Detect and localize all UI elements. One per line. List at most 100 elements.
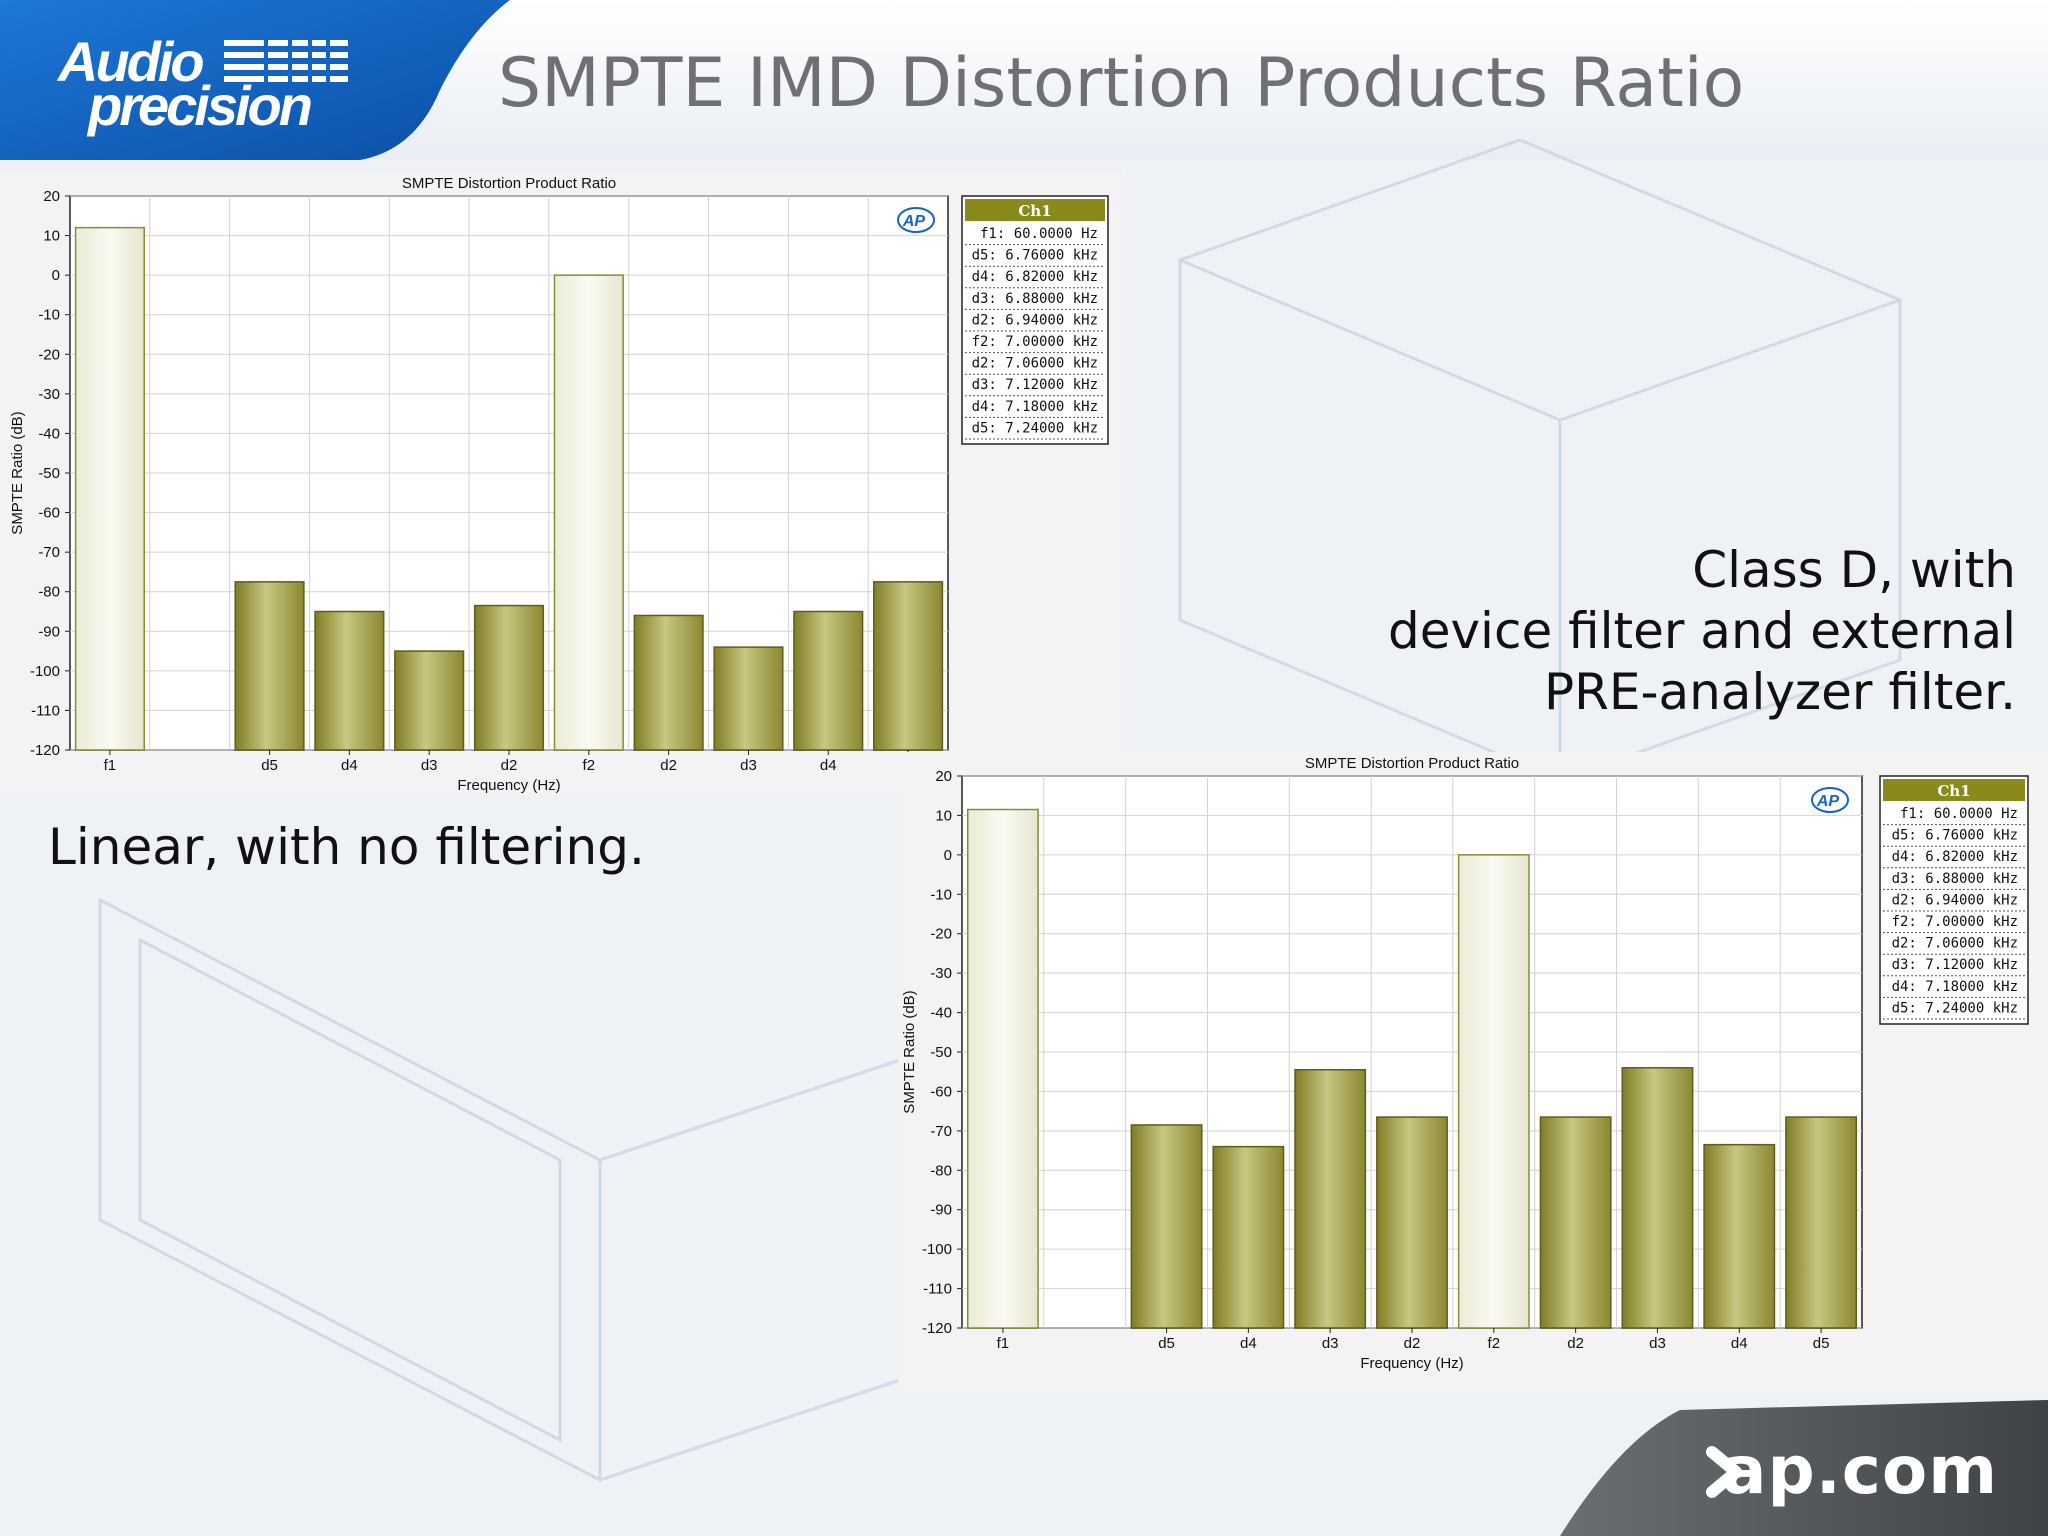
y-tick-label: -100 — [30, 663, 60, 680]
legend-item: f2: 7.00000 kHz — [1892, 914, 2018, 930]
legend-item: d4: 6.82000 kHz — [972, 269, 1098, 285]
bar-d5 — [1785, 1116, 1858, 1329]
bar-d5 — [1130, 1124, 1203, 1329]
logo-bars-icon — [224, 38, 348, 84]
y-tick-label: -20 — [930, 926, 952, 943]
y-tick-label: -20 — [38, 346, 60, 363]
legend-item: f1: 60.0000 Hz — [980, 226, 1098, 242]
y-tick-label: -120 — [30, 742, 60, 759]
legend-item: d3: 7.12000 kHz — [1892, 957, 2018, 973]
x-tick-label: d4 — [1731, 1335, 1748, 1352]
legend-item: d2: 7.06000 kHz — [972, 356, 1098, 372]
x-tick-label: d4 — [341, 757, 358, 774]
ap-badge-icon: AP — [1811, 787, 1849, 813]
y-tick-label: 20 — [935, 768, 952, 785]
x-tick-label: f2 — [583, 757, 596, 774]
y-tick-label: -110 — [923, 1281, 952, 1298]
logo-line2: precision — [88, 74, 313, 137]
legend-item: d4: 7.18000 kHz — [972, 399, 1098, 415]
legend-item: d5: 6.76000 kHz — [1892, 828, 2018, 844]
y-tick-label: 0 — [944, 847, 952, 864]
footer-url[interactable]: ap.com — [1721, 1432, 1998, 1509]
legend-item: d4: 6.82000 kHz — [1892, 849, 2018, 865]
x-tick-label: d4 — [820, 757, 837, 774]
y-tick-label: -60 — [38, 505, 60, 522]
y-tick-label: -100 — [922, 1241, 952, 1258]
legend-header: Ch1 — [1937, 782, 1970, 800]
legend-item: d3: 6.88000 kHz — [972, 291, 1098, 307]
chart-linear: SMPTE Distortion Product Ratio 20 10 0 -10 -2… — [9, 175, 1109, 794]
y-tick-label: -40 — [38, 425, 60, 442]
legend-header-bg — [1883, 779, 2025, 801]
footer-banner — [1560, 1400, 2048, 1536]
bar-d3 — [1621, 1067, 1694, 1329]
chart-panel-linear: SMPTE Distortion Product Ratio 20 10 0 -10 -2… — [0, 170, 1126, 796]
y-tick-label: -80 — [930, 1162, 952, 1179]
x-tick-label: d5 — [1813, 1335, 1830, 1352]
legend-item: d2: 6.94000 kHz — [1892, 892, 2018, 908]
caption-classd-line: device filter and external — [1387, 602, 2016, 660]
legend: Ch1 f1: 60.0000 Hz d5: 6.76000 kHz d4: 6.82… — [1879, 775, 2029, 1025]
x-tick-label: d2 — [660, 757, 677, 774]
x-tick-label: d2 — [1567, 1335, 1584, 1352]
y-tick-label: -110 — [31, 702, 60, 719]
y-tick-label: -70 — [930, 1123, 952, 1140]
bar-f1 — [966, 808, 1039, 1329]
bar-d2 — [473, 604, 545, 751]
bar-d2 — [633, 614, 704, 751]
y-tick-label: -50 — [930, 1044, 952, 1061]
x-tick-label: f1 — [104, 757, 117, 774]
y-tick-label: -10 — [930, 886, 952, 903]
slide-title: SMPTE IMD Distortion Products Ratio — [498, 44, 1745, 123]
bar-d5 — [873, 581, 944, 751]
y-tick-label: -50 — [38, 465, 60, 482]
legend-item: f2: 7.00000 kHz — [972, 334, 1098, 350]
y-tick-label: 0 — [52, 267, 60, 284]
y-tick-label: 10 — [935, 807, 952, 824]
y-tick-label: 10 — [43, 228, 60, 245]
x-tick-label: d3 — [740, 757, 757, 774]
x-tick-label: d5 — [1158, 1335, 1175, 1352]
legend-item: d3: 6.88000 kHz — [1892, 871, 2018, 887]
ap-badge-text: AP — [902, 213, 926, 230]
legend-item: d2: 6.94000 kHz — [972, 312, 1098, 328]
x-axis-label: Frequency (Hz) — [457, 777, 560, 794]
logo-line1: Audio — [58, 30, 205, 93]
legend-item: d3: 7.12000 kHz — [972, 377, 1098, 393]
legend-item: d5: 7.24000 kHz — [1892, 1000, 2018, 1016]
chart-title: SMPTE Distortion Product Ratio — [1305, 755, 1519, 772]
ap-badge-ring — [897, 207, 935, 233]
chevron-right-icon — [1706, 1446, 1742, 1498]
x-tick-label: d3 — [1322, 1335, 1339, 1352]
caption-classd-line: Class D, with — [1692, 541, 2016, 599]
ap-badge-text: AP — [1816, 793, 1840, 810]
chart-classd: SMPTE Distortion Product Ratio 20 10 0 -10 -2… — [901, 755, 2029, 1372]
bar-d3 — [1294, 1068, 1367, 1329]
caption-linear: Linear, with no filtering. — [48, 818, 645, 876]
bar-d3 — [394, 650, 465, 751]
ap-badge-ring — [1811, 787, 1849, 813]
y-tick-label: -80 — [38, 584, 60, 601]
legend-item: d4: 7.18000 kHz — [1892, 979, 2018, 995]
x-tick-label: d2 — [501, 757, 518, 774]
x-tick-label: d5 — [261, 757, 278, 774]
bar-d4 — [793, 610, 864, 751]
y-tick-label: -10 — [38, 307, 60, 324]
legend-item: d5: 6.76000 kHz — [972, 248, 1098, 264]
bar-f1 — [74, 226, 145, 751]
y-axis-label: SMPTE Ratio (dB) — [9, 411, 26, 534]
y-tick-label: -90 — [930, 1202, 952, 1219]
audio-precision-logo: Audio precision — [48, 30, 348, 136]
bar-d2 — [1376, 1116, 1448, 1329]
y-axis-label: SMPTE Ratio (dB) — [901, 990, 918, 1113]
caption-classd: Class D, with device filter and external… — [1388, 540, 2016, 723]
bar-d5 — [234, 581, 305, 751]
bar-d4 — [1212, 1145, 1285, 1329]
legend-item: d5: 7.24000 kHz — [972, 420, 1098, 436]
x-axis-label: Frequency (Hz) — [1360, 1355, 1463, 1372]
bar-d3 — [713, 646, 784, 751]
caption-classd-line: PRE-analyzer filter. — [1543, 663, 2016, 721]
x-tick-label: d3 — [421, 757, 438, 774]
bar-f2 — [1457, 854, 1530, 1329]
x-tick-label: f1 — [997, 1335, 1010, 1352]
